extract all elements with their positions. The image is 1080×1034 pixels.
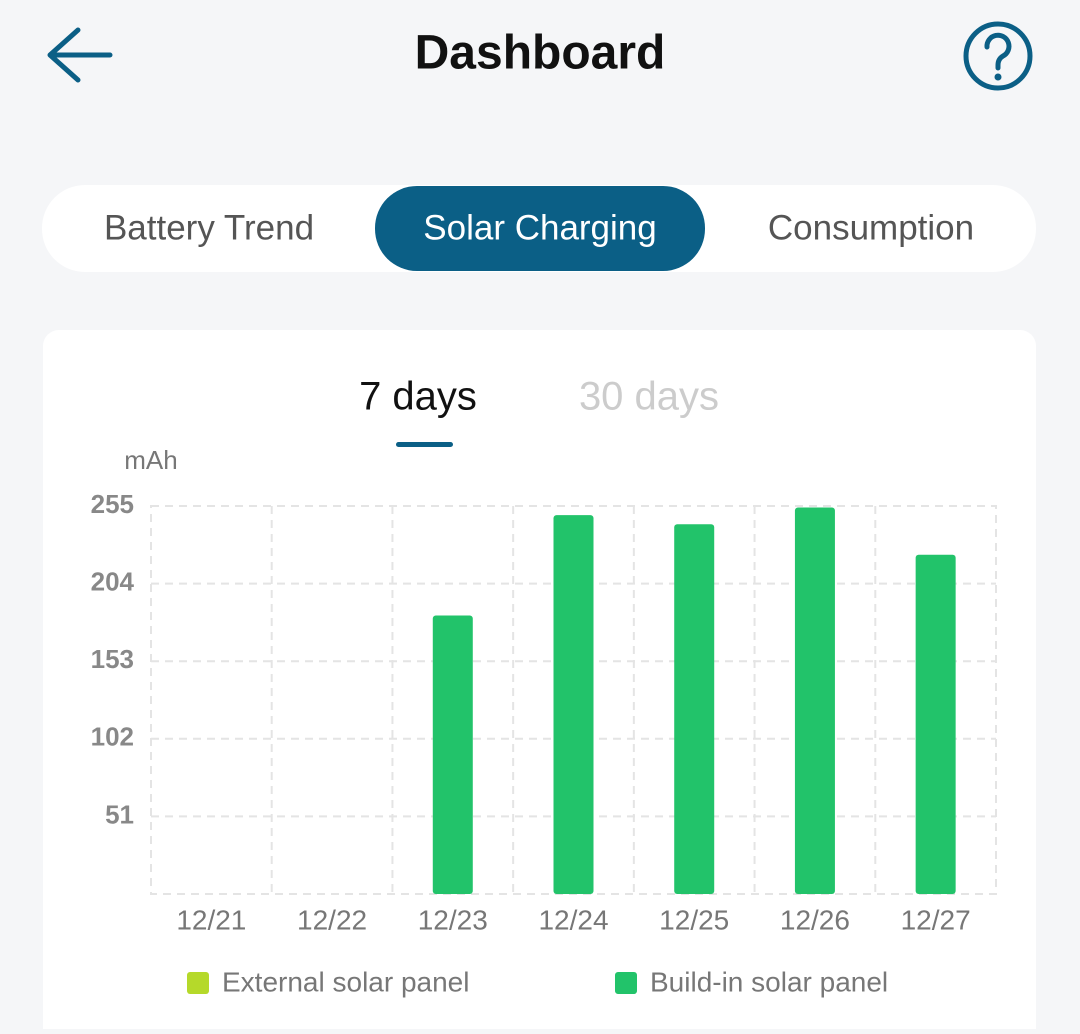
help-button[interactable] — [963, 21, 1033, 91]
bar — [432, 615, 473, 894]
x-tick-label: 12/24 — [538, 904, 608, 935]
x-tick-label: 12/25 — [659, 904, 729, 935]
back-arrow — [47, 27, 113, 83]
plot: 51 102 153 204 255 12/21 12/22 12/23 12/24 12/25 1… — [91, 489, 997, 997]
help-circle — [963, 21, 1033, 91]
legend-label: External solar panel — [222, 966, 469, 997]
x-tick-label: 12/27 — [901, 904, 971, 935]
tab-active[interactable]: Solar Charging — [423, 208, 656, 247]
y-tick-label: 153 — [91, 644, 134, 674]
y-tick-label: 255 — [91, 489, 134, 519]
help-dot — [994, 73, 1002, 81]
tab[interactable]: Battery Trend — [104, 208, 314, 247]
y-tick-label: 51 — [105, 799, 134, 829]
x-tick-label: 12/21 — [176, 904, 246, 935]
back-button[interactable] — [47, 27, 113, 83]
period-tab[interactable]: 30 days — [579, 375, 719, 419]
legend-swatch — [187, 972, 209, 994]
help-glyph — [984, 32, 1012, 71]
legend-swatch — [615, 972, 637, 994]
y-tick-label: 102 — [91, 722, 134, 752]
x-tick-label: 12/26 — [780, 904, 850, 935]
period-underline — [396, 442, 453, 447]
y-axis-unit: mAh — [124, 445, 177, 475]
x-tick-label: 12/22 — [297, 904, 367, 935]
bar — [553, 515, 594, 894]
active-tab-pill — [375, 186, 705, 271]
x-tick-label: 12/23 — [418, 904, 488, 935]
page-title: Dashboard — [415, 27, 666, 80]
bar — [794, 507, 835, 894]
bar — [674, 524, 715, 894]
tab[interactable]: Consumption — [768, 208, 974, 247]
y-tick-label: 204 — [91, 566, 135, 596]
bar — [915, 554, 956, 894]
period-tab-active[interactable]: 7 days — [359, 375, 477, 419]
legend-label: Build-in solar panel — [650, 966, 888, 997]
